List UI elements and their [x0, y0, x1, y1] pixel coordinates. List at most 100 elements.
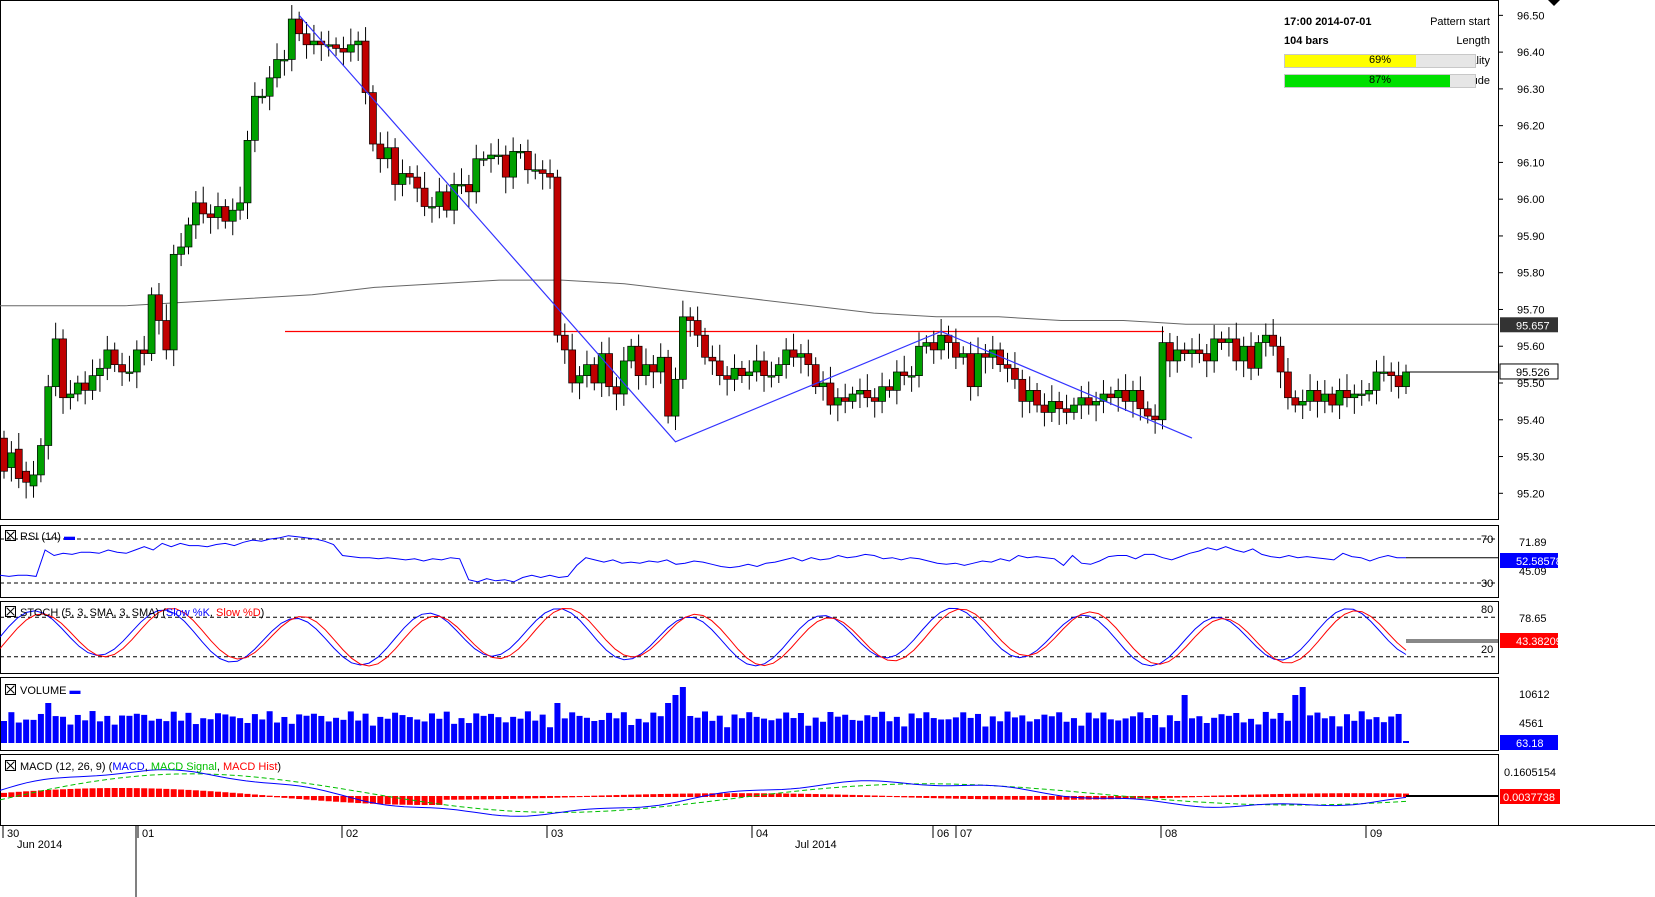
candle [686, 307, 695, 337]
macd-hist-bar [214, 791, 221, 797]
volume-bar [340, 719, 347, 743]
macd-hist-bar [52, 789, 59, 797]
close-panel-icon[interactable] [5, 606, 16, 617]
candle [1202, 344, 1211, 378]
macd-hist-bar [1159, 796, 1166, 799]
candle [767, 361, 776, 388]
volume-bar [222, 714, 229, 743]
volume-bar [746, 712, 753, 743]
volume-bar [1129, 716, 1136, 743]
candle [103, 335, 112, 381]
macd-hist-bar [665, 793, 672, 797]
volume-bar [74, 714, 81, 743]
macd-hist-bar [952, 796, 959, 799]
candle [1380, 355, 1388, 382]
macd-hist-bar [1152, 796, 1159, 799]
candle [856, 378, 864, 408]
macd-hist-bar [834, 794, 841, 797]
candle [893, 360, 901, 405]
volume-bar [945, 719, 952, 743]
macd-hist-bar [8, 792, 15, 797]
macd-hist-bar [1218, 795, 1225, 797]
scroll-marker-icon[interactable] [1548, 0, 1560, 6]
macd-hist-bar [200, 790, 207, 797]
candle [1343, 374, 1351, 408]
candle [96, 358, 104, 392]
candle [679, 300, 687, 389]
macd-hist-bar [421, 796, 428, 805]
macd-hist-bar [185, 789, 192, 797]
volume-bar [473, 713, 480, 743]
candle [302, 21, 311, 59]
volume-bar [1248, 718, 1255, 743]
volume-bar [886, 721, 893, 743]
candle [1106, 386, 1115, 406]
volume-bar [547, 727, 554, 743]
volume-bar [1277, 712, 1284, 743]
candle [1173, 335, 1182, 373]
ma-value-label-box [1500, 317, 1558, 333]
pattern-start-label: Pattern start [1430, 16, 1490, 28]
candle [649, 355, 658, 389]
candle [774, 357, 783, 383]
stoch-last-bar [1406, 639, 1498, 643]
stoch-k-line [0, 607, 1407, 667]
macd-hist-bar [1292, 793, 1299, 797]
panel-frame [0, 677, 1499, 751]
macd-hist-bar [591, 795, 598, 797]
candle [627, 338, 636, 369]
macd-hist-bar [746, 793, 753, 797]
day-label: 04 [756, 828, 768, 840]
macd-hist-bar [1358, 793, 1365, 797]
candle [1121, 374, 1130, 411]
volume-bar [997, 721, 1004, 743]
macd-line-label: MACD [112, 761, 145, 773]
candle [22, 461, 30, 499]
macd-hist-bar [170, 789, 177, 797]
macd-hist-bar [480, 796, 487, 800]
volume-bar [126, 715, 133, 743]
volume-bar [1056, 712, 1063, 743]
candle [501, 145, 510, 194]
candle [236, 186, 244, 220]
candle [1166, 333, 1174, 378]
macd-hist-bar [488, 796, 495, 800]
candle [1239, 336, 1248, 378]
candle [132, 340, 141, 389]
macd-hist-bar [524, 796, 531, 799]
macd-hist-bar [583, 795, 590, 797]
macd-hist-bar [1307, 793, 1314, 797]
moving-average-line [0, 279, 1498, 325]
candle [88, 359, 97, 400]
candle [1210, 324, 1218, 373]
macd-hist-bar [879, 795, 886, 797]
macd-hist-bar [657, 794, 664, 797]
volume-bar [569, 712, 576, 743]
macd-hist-bar [1240, 794, 1247, 797]
day-label: 30 [7, 828, 19, 840]
macd-hist-bar [428, 796, 435, 805]
candle [1372, 360, 1381, 405]
macd-hist-bar [436, 796, 443, 805]
candle [1099, 380, 1108, 414]
macd-hist-bar [856, 795, 863, 797]
macd-hist-bar [1181, 796, 1188, 798]
price-tick-label: 95.30 [1517, 452, 1545, 464]
candle [981, 344, 990, 374]
volume-bar [805, 725, 812, 743]
macd-hist-bar [1277, 793, 1284, 797]
macd-hist-bar [1366, 793, 1373, 797]
macd-hist-bar [642, 794, 649, 797]
close-panel-icon[interactable] [5, 530, 16, 541]
macd-hist-bar [864, 795, 871, 797]
macd-hist-bar [141, 788, 148, 797]
candle [73, 375, 82, 402]
volume-bar [1115, 720, 1122, 743]
macd-hist-bar [222, 792, 229, 797]
candle [848, 386, 857, 409]
macd-hist-bar [399, 796, 406, 805]
volume-bar [384, 718, 391, 743]
volume-bar [303, 715, 310, 743]
close-panel-icon[interactable] [5, 760, 16, 771]
close-panel-icon[interactable] [5, 684, 16, 695]
